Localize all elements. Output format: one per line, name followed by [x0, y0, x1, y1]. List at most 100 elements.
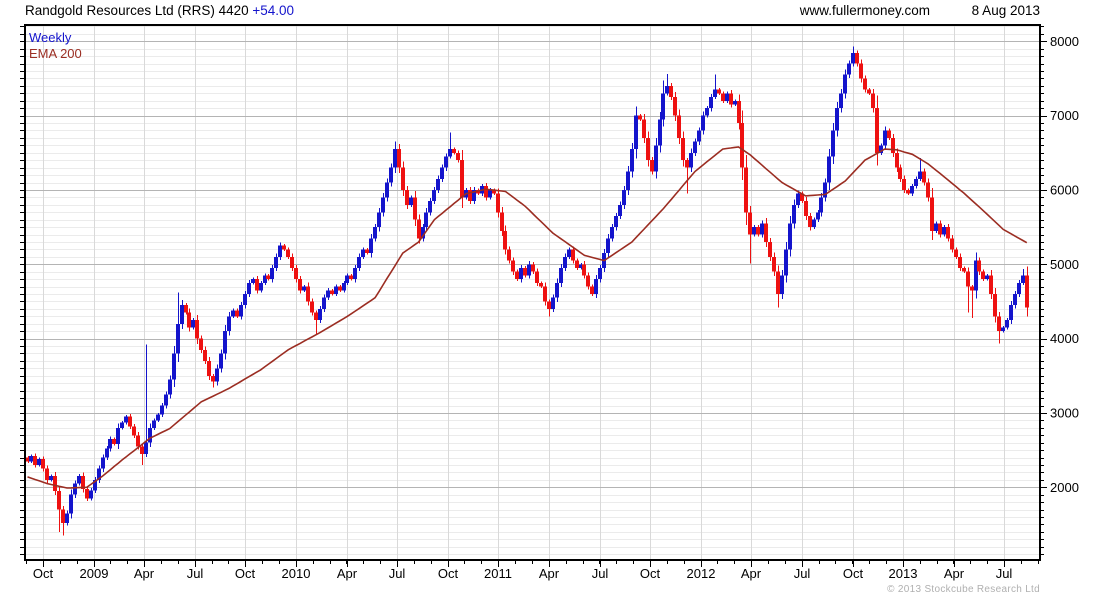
y-tick-label: 2000: [1050, 480, 1079, 495]
candle-body: [891, 137, 895, 153]
candle-body: [49, 476, 53, 480]
candle-body: [266, 275, 270, 280]
candle-body: [693, 141, 697, 153]
candle-body: [365, 249, 369, 254]
candle-body: [255, 279, 259, 291]
candle-body: [946, 227, 950, 239]
candle-body: [622, 189, 626, 205]
candle-body: [922, 171, 926, 183]
candle-body: [476, 189, 480, 194]
candle-body: [507, 249, 511, 261]
candle-body: [235, 310, 239, 317]
candle-body: [895, 152, 899, 168]
candle-body: [598, 268, 602, 280]
candle-body: [855, 53, 859, 64]
x-tick-label: Jul: [996, 566, 1013, 581]
candle-body: [618, 204, 622, 216]
ema-line: [27, 146, 1028, 489]
candle-body: [187, 312, 191, 328]
candle-body: [993, 294, 997, 317]
x-tick-label: Oct: [438, 566, 459, 581]
candle-body: [626, 171, 630, 190]
candle-body: [760, 223, 764, 235]
instrument-title: Randgold Resources Ltd (RRS) 4420: [25, 3, 253, 18]
candle-body: [634, 115, 638, 150]
candle-body: [112, 438, 116, 445]
candle-body: [586, 275, 590, 287]
candlesticks: [26, 46, 1029, 536]
candle-body: [539, 282, 543, 287]
candle-body: [298, 279, 302, 291]
candle-body: [413, 197, 417, 220]
candle-body: [164, 394, 168, 406]
candle-body: [152, 420, 156, 428]
candle-body: [725, 93, 729, 101]
candle-body: [326, 290, 330, 298]
candle-body: [859, 63, 863, 79]
candle-body: [393, 149, 397, 168]
candle-body: [401, 167, 405, 190]
y-tick-label: 5000: [1050, 257, 1079, 272]
candle-body: [792, 204, 796, 224]
candle-body: [654, 145, 658, 172]
candle-body: [460, 160, 464, 198]
candle-body: [239, 305, 243, 317]
candle-body: [440, 167, 444, 179]
candle-body: [310, 301, 314, 313]
candle-body: [685, 160, 689, 168]
site-url: www.fullermoney.com: [799, 3, 930, 18]
candle-body: [270, 268, 274, 280]
candle-body: [989, 275, 993, 295]
candle-body: [519, 268, 523, 280]
candle-body: [85, 488, 89, 499]
candle-body: [124, 416, 128, 423]
candle-body: [405, 189, 409, 205]
candle-body: [278, 245, 282, 257]
candle-body: [247, 282, 251, 295]
candle-body: [1025, 275, 1029, 308]
candle-body: [61, 509, 65, 523]
x-tick-label: Jul: [389, 566, 406, 581]
candle-body: [559, 268, 563, 283]
candle-body: [184, 305, 188, 313]
candle-body: [954, 249, 958, 257]
candle-body: [808, 215, 812, 228]
candle-body: [73, 483, 77, 495]
x-tick-label: 2009: [80, 566, 109, 581]
x-tick-label: Oct: [33, 566, 54, 581]
candle-body: [53, 476, 57, 492]
candle-body: [357, 256, 361, 269]
x-tick-label: Oct: [843, 566, 864, 581]
candle-body: [733, 100, 737, 105]
candle-body: [342, 282, 346, 291]
candle-body: [381, 197, 385, 213]
candle-body: [701, 115, 705, 131]
candle-body: [227, 316, 231, 332]
candle-body: [851, 53, 855, 64]
candle-body: [195, 320, 199, 339]
candle-body: [496, 193, 500, 213]
candle-body: [772, 256, 776, 272]
candle-body: [156, 414, 160, 421]
candle-body: [638, 115, 642, 120]
candle-body: [697, 130, 701, 142]
candle-body: [610, 227, 614, 239]
candle-body: [322, 297, 326, 309]
candle-body: [57, 491, 61, 510]
candle-body: [950, 238, 954, 250]
candle-body: [1005, 320, 1009, 328]
candle-body: [914, 178, 918, 187]
candle-body: [871, 93, 875, 109]
candle-body: [338, 286, 342, 291]
candle-body: [484, 186, 488, 198]
candle-body: [985, 275, 989, 280]
candle-body: [397, 149, 401, 168]
x-tick-label: 2010: [282, 566, 311, 581]
candle-body: [1013, 294, 1017, 306]
candle-body: [942, 227, 946, 235]
legend-periodicity: Weekly: [29, 30, 72, 45]
candle-body: [974, 260, 978, 291]
candle-body: [26, 457, 30, 462]
candle-body: [863, 78, 867, 90]
candle-body: [527, 264, 531, 276]
